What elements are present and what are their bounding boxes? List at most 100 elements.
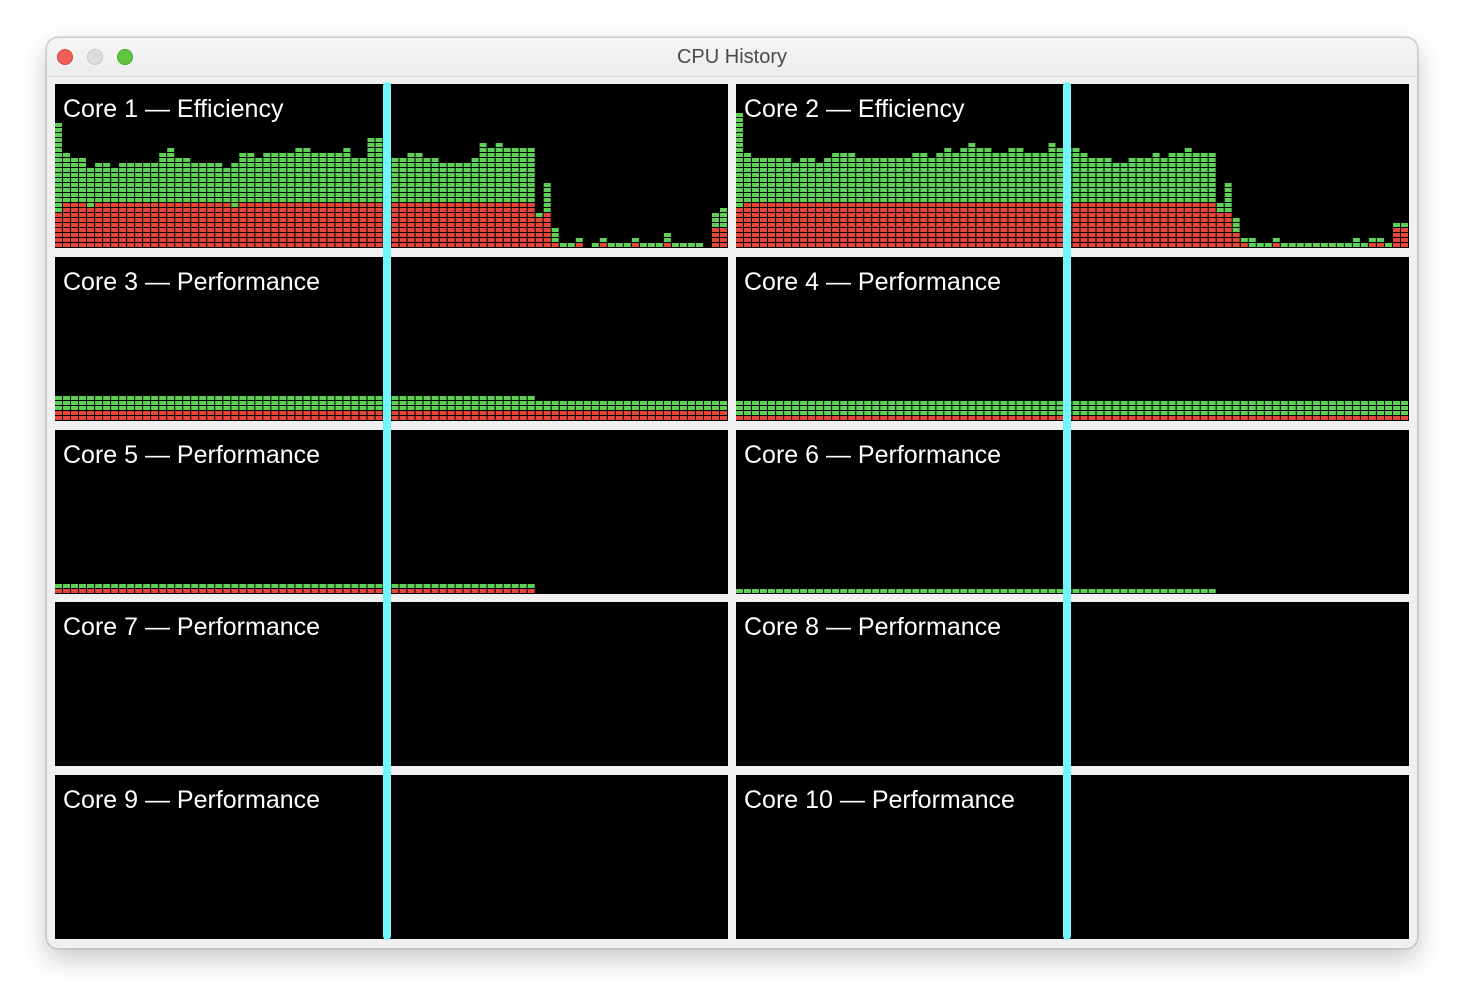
user-load-cell bbox=[776, 158, 784, 162]
user-load-cell bbox=[800, 198, 808, 202]
user-load-cell bbox=[1248, 238, 1256, 242]
user-load-cell bbox=[199, 198, 207, 202]
core-6-panel: Core 6 — Performance bbox=[736, 430, 1409, 594]
core-1-bar bbox=[663, 233, 671, 247]
system-load-cell bbox=[247, 223, 255, 227]
column-divider-left[interactable] bbox=[383, 82, 391, 940]
user-load-cell bbox=[119, 401, 127, 405]
user-load-cell bbox=[928, 589, 936, 593]
user-load-cell bbox=[856, 173, 864, 177]
user-load-cell bbox=[848, 198, 856, 202]
core-5-bar bbox=[343, 584, 351, 593]
user-load-cell bbox=[463, 163, 471, 167]
core-4-bar bbox=[1401, 401, 1408, 420]
zoom-button[interactable] bbox=[117, 49, 133, 65]
user-load-cell bbox=[856, 406, 864, 410]
user-load-cell bbox=[567, 243, 575, 247]
user-load-cell bbox=[159, 158, 167, 162]
user-load-cell bbox=[872, 406, 880, 410]
user-load-cell bbox=[752, 193, 759, 197]
system-load-cell bbox=[1336, 416, 1344, 420]
system-load-cell bbox=[1176, 218, 1184, 222]
user-load-cell bbox=[351, 401, 359, 405]
system-load-cell bbox=[1032, 208, 1040, 212]
system-load-cell bbox=[1192, 416, 1200, 420]
user-load-cell bbox=[375, 148, 383, 152]
column-divider-right[interactable] bbox=[1063, 82, 1071, 940]
title-bar[interactable]: CPU History bbox=[47, 38, 1417, 77]
user-load-cell bbox=[279, 401, 287, 405]
user-load-cell bbox=[1168, 153, 1176, 157]
core-1-bar bbox=[503, 148, 511, 247]
system-load-cell bbox=[311, 218, 319, 222]
system-load-cell bbox=[744, 416, 751, 420]
system-load-cell bbox=[872, 228, 880, 232]
system-load-cell bbox=[455, 203, 463, 207]
user-load-cell bbox=[944, 188, 952, 192]
system-load-cell bbox=[936, 243, 944, 247]
system-load-cell bbox=[1152, 228, 1160, 232]
core-3-panel: Core 3 — Performance bbox=[55, 257, 728, 421]
system-load-cell bbox=[752, 203, 759, 207]
user-load-cell bbox=[960, 153, 968, 157]
core-5-bar bbox=[95, 584, 103, 593]
user-load-cell bbox=[247, 183, 255, 187]
system-load-cell bbox=[415, 208, 423, 212]
user-load-cell bbox=[992, 178, 1000, 182]
core-1-bar bbox=[423, 158, 431, 247]
minimize-button[interactable] bbox=[87, 49, 103, 65]
user-load-cell bbox=[375, 173, 383, 177]
core-4-bar bbox=[1352, 401, 1360, 420]
system-load-cell bbox=[303, 203, 311, 207]
system-load-cell bbox=[447, 228, 455, 232]
user-load-cell bbox=[519, 173, 527, 177]
system-load-cell bbox=[1160, 223, 1168, 227]
system-load-cell bbox=[295, 208, 303, 212]
system-load-cell bbox=[1016, 203, 1024, 207]
user-load-cell bbox=[816, 163, 824, 167]
user-load-cell bbox=[1088, 589, 1096, 593]
user-load-cell bbox=[287, 401, 295, 405]
user-load-cell bbox=[1160, 178, 1168, 182]
system-load-cell bbox=[183, 228, 191, 232]
system-load-cell bbox=[431, 238, 439, 242]
user-load-cell bbox=[263, 158, 271, 162]
system-load-cell bbox=[215, 416, 223, 420]
system-load-cell bbox=[479, 218, 487, 222]
core-1-bar bbox=[399, 158, 407, 247]
system-load-cell bbox=[1120, 208, 1128, 212]
system-load-cell bbox=[103, 223, 111, 227]
system-load-cell bbox=[800, 213, 808, 217]
core-3-bar bbox=[199, 396, 207, 420]
user-load-cell bbox=[736, 589, 743, 593]
system-load-cell bbox=[55, 223, 62, 227]
user-load-cell bbox=[455, 401, 463, 405]
system-load-cell bbox=[1232, 233, 1240, 237]
core-6-bar bbox=[896, 589, 904, 593]
user-load-cell bbox=[263, 173, 271, 177]
close-button[interactable] bbox=[57, 49, 73, 65]
user-load-cell bbox=[968, 148, 976, 152]
system-load-cell bbox=[928, 228, 936, 232]
user-load-cell bbox=[487, 396, 495, 400]
user-load-cell bbox=[736, 198, 743, 202]
system-load-cell bbox=[840, 223, 848, 227]
core-2-bar bbox=[1272, 238, 1280, 247]
system-load-cell bbox=[1168, 223, 1176, 227]
user-load-cell bbox=[399, 183, 407, 187]
user-load-cell bbox=[95, 168, 103, 172]
user-load-cell bbox=[1072, 168, 1080, 172]
user-load-cell bbox=[1224, 406, 1232, 410]
user-load-cell bbox=[832, 401, 840, 405]
system-load-cell bbox=[87, 589, 94, 593]
user-load-cell bbox=[95, 163, 103, 167]
core-4-bar bbox=[1208, 401, 1216, 420]
core-4-bar bbox=[848, 401, 856, 420]
user-load-cell bbox=[343, 198, 351, 202]
system-load-cell bbox=[111, 213, 119, 217]
core-6-bar bbox=[1136, 589, 1144, 593]
user-load-cell bbox=[1385, 401, 1392, 405]
core-4-bar bbox=[1104, 401, 1112, 420]
system-load-cell bbox=[247, 208, 255, 212]
system-load-cell bbox=[832, 218, 840, 222]
